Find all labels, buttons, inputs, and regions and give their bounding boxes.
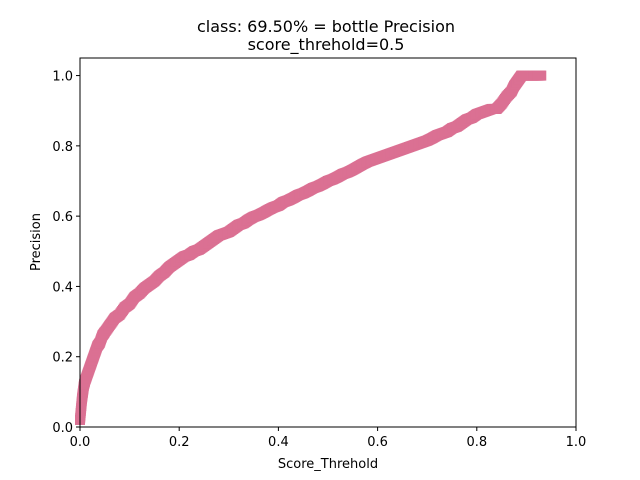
y-tick-label: 0.4 — [52, 280, 73, 295]
x-tick-label: 0.6 — [367, 435, 388, 450]
y-tick-label: 0.0 — [52, 421, 73, 436]
chart-title-line-1: class: 69.50% = bottle Precision — [197, 17, 455, 36]
x-tick-label: 0.4 — [268, 435, 289, 450]
x-axis-ticks: 0.0 0.2 0.4 0.6 0.8 1.0 — [70, 427, 587, 450]
y-axis-title: Precision — [29, 213, 44, 271]
y-axis-ticks: 0.0 0.2 0.4 0.6 0.8 1.0 — [52, 70, 80, 436]
y-tick-label: 0.8 — [52, 140, 73, 155]
y-tick-label: 1.0 — [52, 70, 73, 85]
plot-points — [75, 70, 547, 425]
chart-title-line-2: score_threhold=0.5 — [248, 35, 405, 55]
y-tick-label: 0.6 — [52, 210, 73, 225]
plot-frame — [79, 57, 577, 428]
x-tick-label: 0.8 — [466, 435, 487, 450]
x-tick-label: 0.0 — [70, 435, 91, 450]
y-tick-label: 0.2 — [52, 351, 73, 366]
x-tick-label: 1.0 — [566, 435, 587, 450]
x-tick-label: 0.2 — [169, 435, 190, 450]
data-point — [536, 70, 547, 81]
x-axis-title: Score_Threhold — [278, 457, 378, 472]
